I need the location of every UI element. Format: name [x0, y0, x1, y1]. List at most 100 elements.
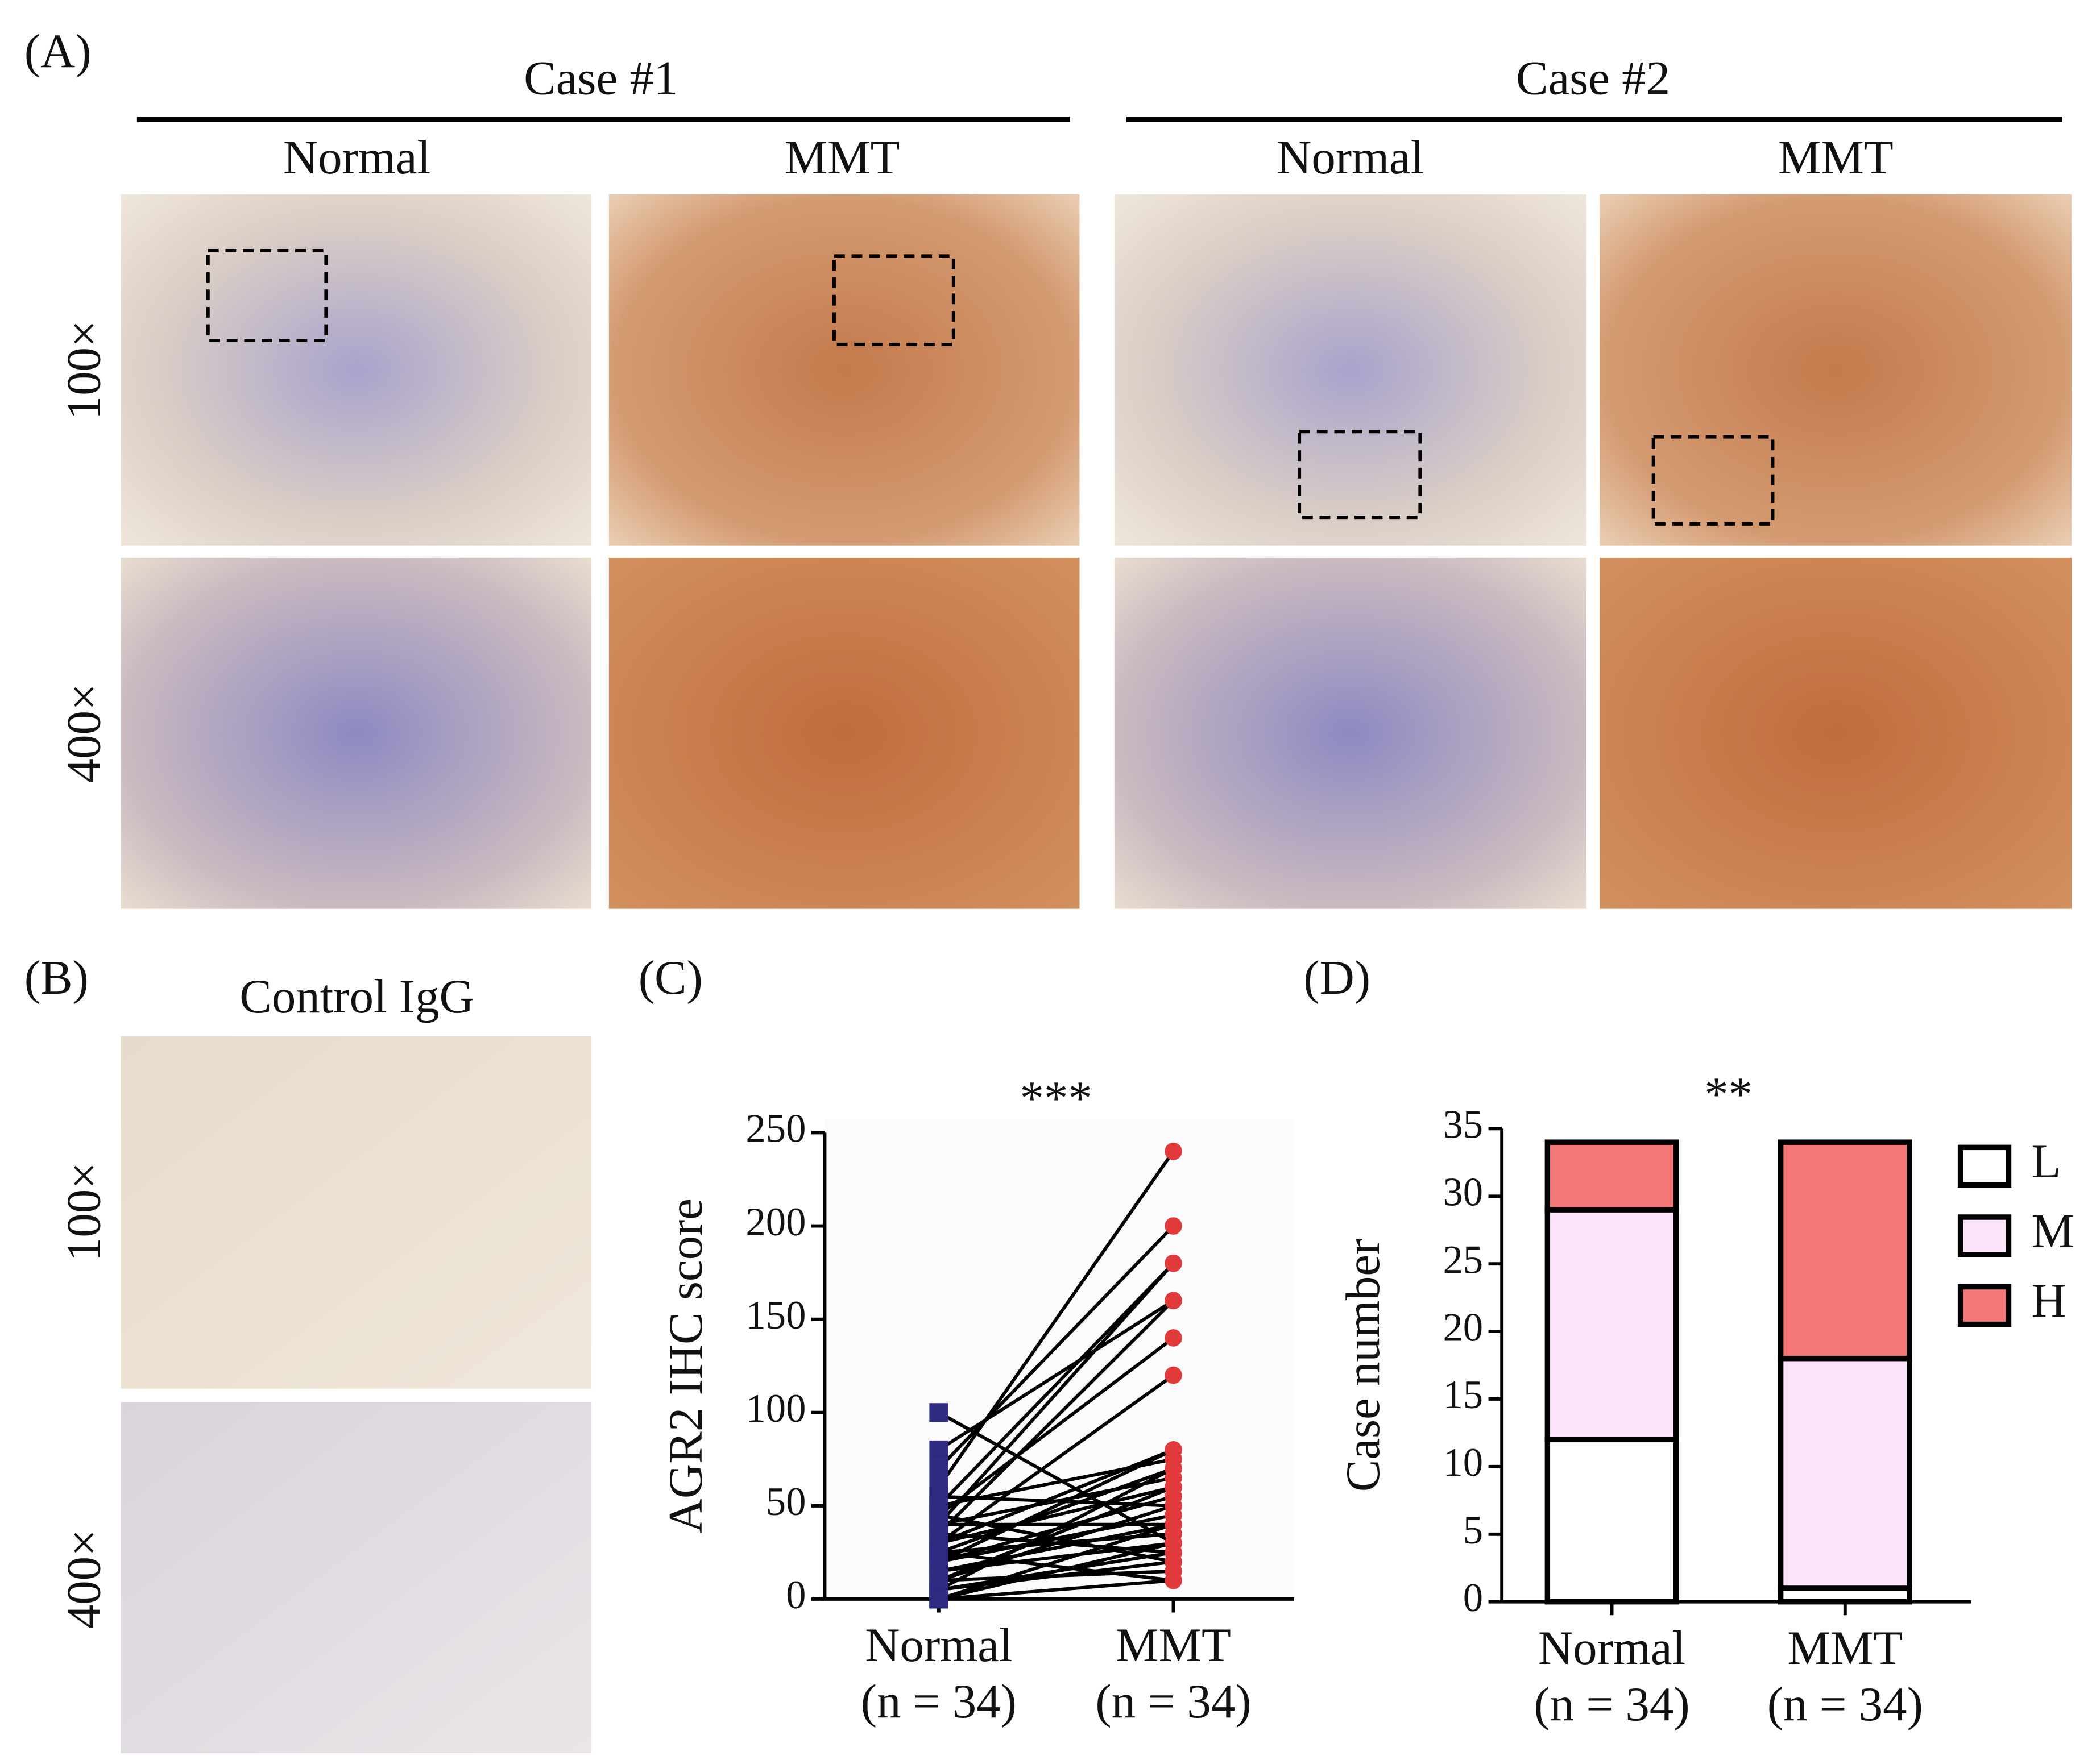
y-tick-label: 0	[1463, 1576, 1483, 1620]
pair-line	[938, 1448, 1174, 1545]
row-label: 100×	[57, 320, 110, 420]
pair-line	[938, 1467, 1174, 1554]
x-tick-label: MMT	[1116, 1618, 1231, 1672]
panel-label: (B)	[24, 951, 89, 1005]
pair-line	[938, 1337, 1175, 1517]
pair-line	[938, 1550, 1174, 1583]
significance: **	[1704, 1068, 1753, 1121]
point	[1165, 1217, 1182, 1235]
x-tick-note: (n = 34)	[1534, 1678, 1689, 1731]
micrograph	[1114, 194, 1586, 546]
micrograph	[608, 194, 1080, 546]
significance: ***	[1020, 1072, 1092, 1125]
y-tick-label: 25	[1443, 1238, 1483, 1282]
panel-title: Control IgG	[239, 970, 474, 1023]
x-tick-note: (n = 34)	[861, 1675, 1017, 1728]
column-label: MMT	[785, 131, 900, 184]
pair-line	[938, 1485, 1174, 1582]
y-tick-label: 20	[1443, 1305, 1483, 1350]
bar-segment	[1544, 1139, 1679, 1213]
y-axis-label: Case number	[1336, 1239, 1390, 1492]
zoom-box	[832, 254, 955, 346]
legend-label: M	[2032, 1204, 2074, 1257]
legend-label: L	[2032, 1135, 2061, 1188]
row-label: 400×	[57, 683, 110, 783]
point	[1165, 1553, 1182, 1571]
column-label: Normal	[283, 131, 430, 184]
y-axis-label: AGR2 IHC score	[659, 1198, 712, 1533]
y-tick-label: 10	[1443, 1441, 1483, 1485]
y-tick-label: 200	[745, 1200, 806, 1244]
point	[1165, 1497, 1182, 1515]
bar-segment	[1778, 1139, 1912, 1362]
pair-line	[938, 1373, 1175, 1545]
pair-line	[938, 1299, 1175, 1451]
y-tick-label: 5	[1463, 1508, 1483, 1553]
point	[1165, 1516, 1182, 1534]
panel-label: (D)	[1303, 951, 1370, 1005]
pair-line	[938, 1448, 1174, 1563]
point	[1165, 1478, 1182, 1496]
micrograph	[121, 557, 592, 909]
point	[1165, 1366, 1182, 1384]
y-tick-label: 30	[1443, 1170, 1483, 1214]
zoom-box	[1298, 430, 1422, 520]
zoom-box	[206, 248, 328, 342]
panel-label: (C)	[639, 951, 703, 1005]
pair-line	[938, 1541, 1174, 1601]
pair-line	[937, 1262, 1175, 1526]
point	[1165, 1571, 1182, 1589]
row-label: 100×	[57, 1162, 110, 1261]
bar-segment	[1778, 1355, 1912, 1591]
pair-line	[937, 1150, 1175, 1488]
panel-label: (A)	[24, 25, 92, 78]
bar-segment	[1544, 1437, 1679, 1605]
pair-line	[937, 1225, 1175, 1470]
y-tick-label: 0	[786, 1573, 806, 1617]
y-tick-label: 35	[1443, 1103, 1483, 1147]
legend-swatch	[1957, 1144, 2012, 1188]
column-label: Normal	[1277, 131, 1424, 184]
x-tick-note: (n = 34)	[1767, 1678, 1923, 1731]
column-label: MMT	[1778, 131, 1894, 184]
point	[1165, 1292, 1182, 1310]
y-tick-label: 15	[1443, 1373, 1483, 1417]
pair-line	[938, 1579, 1174, 1601]
pair-line	[937, 1262, 1175, 1507]
micrograph	[608, 557, 1080, 909]
point	[1165, 1254, 1182, 1272]
micrograph	[1600, 557, 2072, 909]
point	[1165, 1329, 1182, 1347]
case-label: Case #2	[1516, 52, 1670, 105]
point	[1165, 1534, 1182, 1552]
legend-swatch	[1957, 1214, 2012, 1257]
point	[929, 1403, 948, 1422]
row-label: 400×	[57, 1529, 110, 1629]
point	[1165, 1441, 1182, 1459]
point	[929, 1589, 948, 1609]
pair-line	[938, 1467, 1174, 1592]
point	[929, 1459, 948, 1478]
pair-line	[938, 1513, 1174, 1564]
x-tick-label: Normal	[1538, 1621, 1685, 1675]
y-tick-label: 250	[745, 1107, 806, 1151]
point	[1165, 1459, 1182, 1477]
y-tick-label: 100	[745, 1387, 806, 1431]
micrograph	[1600, 194, 2072, 546]
x-tick-label: Normal	[865, 1618, 1012, 1672]
point	[929, 1440, 948, 1459]
legend-label: H	[2032, 1274, 2066, 1327]
x-tick-label: MMT	[1787, 1621, 1903, 1675]
point	[1165, 1142, 1182, 1160]
micrograph	[121, 1036, 592, 1389]
micrograph	[121, 1402, 592, 1754]
legend-swatch	[1957, 1284, 2012, 1327]
y-tick-label: 50	[766, 1480, 806, 1524]
pair-line	[938, 1485, 1174, 1545]
micrograph	[121, 194, 592, 546]
pair-line	[938, 1522, 1174, 1601]
y-tick-label: 150	[745, 1293, 806, 1338]
x-tick-note: (n = 34)	[1095, 1675, 1251, 1728]
